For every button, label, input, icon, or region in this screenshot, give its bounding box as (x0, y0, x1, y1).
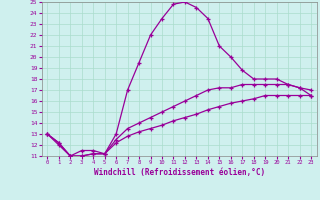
X-axis label: Windchill (Refroidissement éolien,°C): Windchill (Refroidissement éolien,°C) (94, 168, 265, 177)
